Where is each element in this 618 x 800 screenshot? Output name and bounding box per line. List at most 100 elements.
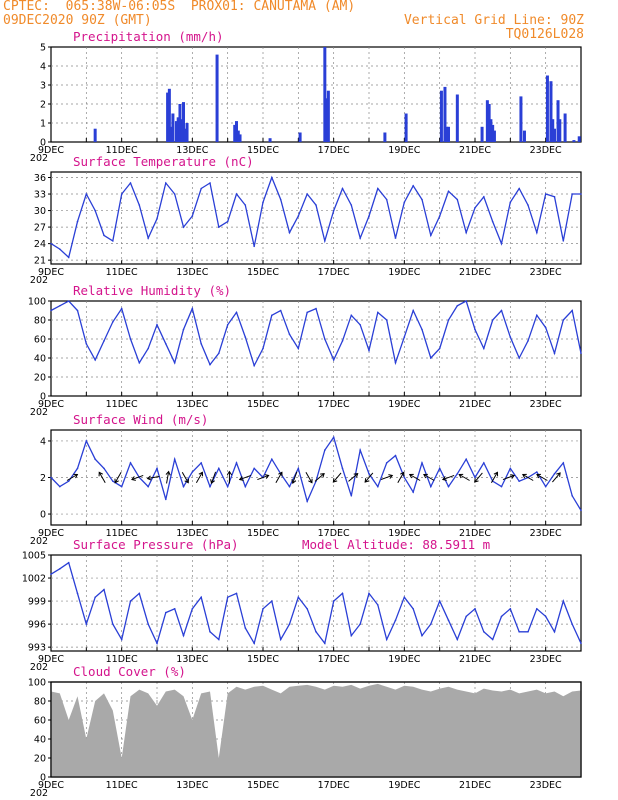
temp-point [138,204,141,206]
wind-point [500,485,503,488]
wind-point [447,485,450,488]
rh-xtick-label: 11DEC [106,399,138,410]
rh-point [377,311,379,314]
rh-point [67,300,70,302]
wind-point [438,467,441,470]
pres-point [262,607,264,610]
temp-ytick-label: 36 [34,173,46,184]
wind-arrow [408,473,421,481]
rh-point [430,357,432,359]
rh-ytick-label: 60 [34,335,46,346]
wind-xtick-label: 17DEC [318,528,350,539]
temp-ytick-label: 21 [34,256,46,267]
temp-ytick-label: 24 [34,239,46,250]
temp-ytick-label: 27 [34,223,46,234]
wind-point [368,473,370,475]
wind-point [165,498,167,501]
pres-point [156,642,158,645]
pres-point [315,631,317,633]
rh-point [341,340,344,342]
precip-bar [182,102,185,142]
wind-point [324,449,326,451]
precip-bar [169,126,173,142]
temp-series-line [50,175,581,259]
wind-arrow [364,472,374,483]
rh-point [112,321,114,323]
precip-bar [383,132,387,142]
wind-point [120,485,123,488]
pres-point [50,573,52,575]
precip-bar [522,130,526,142]
precip-bar [556,100,560,142]
temp-point [50,242,52,245]
pres-point [120,638,123,641]
temp-point [438,215,441,217]
rh-point [544,326,547,329]
rh-point [59,304,61,307]
pres-point [438,600,441,602]
pres-ytick-label: 993 [28,643,46,654]
rh-point [156,323,158,326]
wind-arrow [314,473,325,482]
rh-point [403,336,406,338]
rh-point [279,309,282,312]
rh-point [438,347,441,350]
rh-point [244,336,247,338]
rh-xtick-label: 15DEC [247,399,279,410]
pres-point [297,596,300,599]
rh-point [509,336,512,338]
precip-bar [563,113,567,142]
rh-point [571,309,573,312]
rh-point [553,352,556,355]
wind-point [562,462,565,464]
temp-point [536,231,538,234]
rh-point [536,314,538,317]
pres-xtick-label: 13DEC [176,654,208,665]
temp-point [147,237,149,239]
header-station: CPTEC: 065:38W-06:05S PROX01: CANUTAMA (… [3,0,356,14]
temp-point [85,193,88,195]
pres-xtick-label: 11DEC [106,654,138,665]
cloud-title: Cloud Cover (%) [73,664,186,679]
temp-point [412,184,414,187]
wind-point [394,454,397,457]
wind-arrow [165,470,171,484]
wind-point [509,467,512,470]
temp-point [324,240,326,242]
rh-point [421,328,423,331]
precip-bar [185,123,189,142]
wind-point [200,462,202,464]
pres-point [271,600,273,602]
pres-ytick-label: 996 [28,620,46,631]
wind-arrow [275,471,283,483]
temp-point [385,198,388,201]
precip-bar [572,140,576,142]
wind-xtick-label: 15DEC [247,528,279,539]
rh-point [359,323,361,326]
wind-point [377,485,379,488]
pres-ytick-label: 999 [28,597,46,608]
rh-point [218,352,220,355]
temp-point [279,198,282,201]
temp-title: Surface Temperature (nC) [73,154,254,169]
precip-bar [326,90,330,142]
rh-point [297,347,300,350]
wind-point [430,485,432,488]
pres-point [544,615,547,618]
temp-point [359,237,361,239]
wind-arrow [502,474,516,481]
pres-point [129,600,132,602]
rh-title: Relative Humidity (%) [73,283,231,298]
rh-frame [50,300,582,397]
wind-point [253,467,255,470]
rh-ytick-label: 80 [34,316,46,327]
wind-point [385,462,388,464]
wind-point [112,480,114,482]
wind-point [191,471,194,473]
precip-bar [235,121,238,142]
precip-bar [183,128,187,142]
precip-year-stub: 202 [30,153,48,164]
pres-point [421,634,423,637]
wind-arrow [397,471,405,483]
wind-arrow [423,473,435,481]
